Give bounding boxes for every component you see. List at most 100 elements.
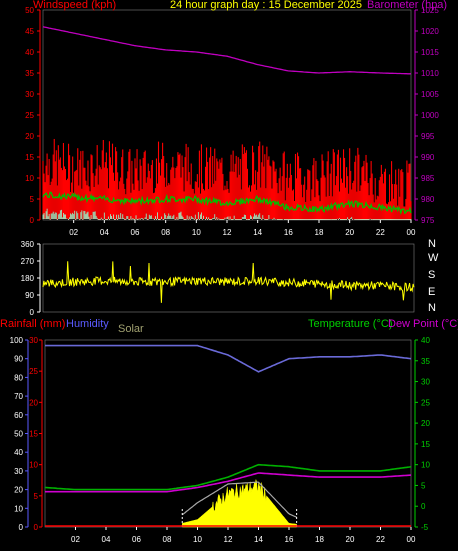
windspeed-axis-title: Windspeed (kph) [33, 0, 117, 11]
windspeed-tick-label: 50 [25, 6, 34, 15]
windspeed-tick-label: 30 [25, 90, 34, 99]
temperature-tick-label: -5 [421, 523, 429, 532]
rainfall-tick-label: 15 [29, 430, 38, 439]
temperature-tick-label: 15 [421, 440, 430, 449]
windspeed-tick-label: 5 [30, 195, 35, 204]
temperature-tick-label: 30 [421, 378, 430, 387]
humidity-tick-label: 70 [14, 392, 23, 401]
lower-x-tick-label: 06 [132, 535, 141, 544]
barometer-tick-label: 1005 [421, 90, 439, 99]
windspeed-tick-label: 40 [25, 48, 34, 57]
rainfall-tick-label: 0 [34, 523, 39, 532]
dewpoint-line [45, 472, 412, 493]
humidity-tick-label: 10 [14, 504, 23, 513]
windspeed-tick-label: 10 [25, 174, 34, 183]
lower-x-tick-label: 16 [285, 535, 294, 544]
windspeed-tick-label: 15 [25, 153, 34, 162]
direction-tick-label: 270 [21, 257, 35, 266]
wind-x-tick-label: 16 [284, 228, 293, 237]
wind-average-line [42, 191, 412, 216]
barometer-tick-label: 985 [421, 174, 435, 183]
humidity-axis-title: Humidity [66, 318, 109, 330]
direction-tick-label: 360 [21, 240, 35, 249]
direction-tick-label: 0 [30, 308, 35, 317]
dewpoint-axis-title: Dew Point (°C) [388, 318, 458, 330]
direction-label-n-bottom: N [428, 302, 436, 314]
direction-label-n-top: N [428, 238, 436, 250]
lower-x-tick-label: 12 [224, 535, 233, 544]
humidity-tick-label: 100 [10, 336, 24, 345]
temperature-tick-label: 20 [421, 419, 430, 428]
windspeed-tick-label: 0 [30, 216, 35, 225]
barometer-tick-label: 1000 [421, 111, 439, 120]
lower-x-tick-label: 08 [163, 535, 172, 544]
lower-x-tick-label: 14 [254, 535, 263, 544]
rainfall-axis-title: Rainfall (mm) [0, 318, 66, 330]
solar-area [182, 479, 297, 528]
wind-x-tick-label: 00 [407, 228, 416, 237]
barometer-tick-label: 975 [421, 216, 435, 225]
humidity-tick-label: 0 [19, 523, 24, 532]
wind-x-tick-label: 10 [192, 228, 201, 237]
temperature-tick-label: 10 [421, 461, 430, 470]
barometer-line [42, 26, 411, 75]
wind-x-tick-label: 20 [345, 228, 354, 237]
temperature-tick-label: 40 [421, 336, 430, 345]
humidity-tick-label: 30 [14, 467, 23, 476]
chart-title: 24 hour graph day : 15 December 2025 [170, 0, 363, 11]
temperature-tick-label: 35 [421, 357, 430, 366]
humidity-line [45, 344, 412, 373]
windspeed-tick-label: 25 [25, 111, 34, 120]
barometer-tick-label: 1015 [421, 48, 439, 57]
barometer-tick-label: 990 [421, 153, 435, 162]
temperature-tick-label: 25 [421, 398, 430, 407]
direction-tick-label: 90 [25, 291, 34, 300]
wind-x-tick-label: 04 [100, 228, 109, 237]
humidity-tick-label: 50 [14, 430, 23, 439]
temperature-tick-label: 0 [421, 502, 426, 511]
direction-label-e: E [428, 286, 436, 298]
lower-x-tick-label: 22 [376, 535, 385, 544]
rainfall-tick-label: 25 [29, 367, 38, 376]
temperature-tick-label: 5 [421, 481, 426, 490]
direction-tick-label: 180 [21, 274, 35, 283]
rainfall-tick-label: 5 [34, 492, 39, 501]
barometer-tick-label: 1025 [421, 6, 439, 15]
wind-x-tick-label: 14 [253, 228, 262, 237]
humidity-tick-label: 40 [14, 448, 23, 457]
direction-plot-frame [42, 243, 415, 313]
windspeed-tick-label: 45 [25, 27, 34, 36]
barometer-tick-label: 995 [421, 132, 435, 141]
windspeed-tick-label: 35 [25, 69, 34, 78]
solar-axis-title: Solar [118, 323, 144, 335]
humidity-tick-label: 90 [14, 355, 23, 364]
wind-x-tick-label: 12 [223, 228, 232, 237]
lower-x-tick-label: 02 [71, 535, 80, 544]
solar-max-curve [181, 481, 297, 518]
barometer-axis-title: Barometer (hpa) [367, 0, 448, 11]
wind-x-tick-label: 06 [131, 228, 140, 237]
lower-x-tick-label: 10 [193, 535, 202, 544]
rainfall-tick-label: 20 [29, 398, 38, 407]
rainfall-tick-label: 30 [29, 336, 38, 345]
humidity-tick-label: 60 [14, 411, 23, 420]
temperature-line [44, 463, 412, 491]
lower-x-tick-label: 00 [407, 535, 416, 544]
wind-x-tick-label: 02 [69, 228, 78, 237]
direction-label-w: W [428, 252, 439, 264]
lower-x-tick-label: 04 [102, 535, 111, 544]
barometer-tick-label: 980 [421, 195, 435, 204]
wind-direction-line [42, 261, 415, 303]
wind-x-tick-label: 18 [315, 228, 324, 237]
barometer-tick-label: 1020 [421, 27, 439, 36]
wind-x-tick-label: 22 [376, 228, 385, 237]
humidity-tick-label: 80 [14, 373, 23, 382]
direction-label-s: S [428, 269, 436, 281]
wind-x-tick-label: 08 [161, 228, 170, 237]
humidity-tick-label: 20 [14, 486, 23, 495]
windspeed-tick-label: 20 [25, 132, 34, 141]
lower-x-tick-label: 18 [315, 535, 324, 544]
temperature-axis-title: Temperature (°C) [308, 318, 393, 330]
rainfall-tick-label: 10 [29, 461, 38, 470]
